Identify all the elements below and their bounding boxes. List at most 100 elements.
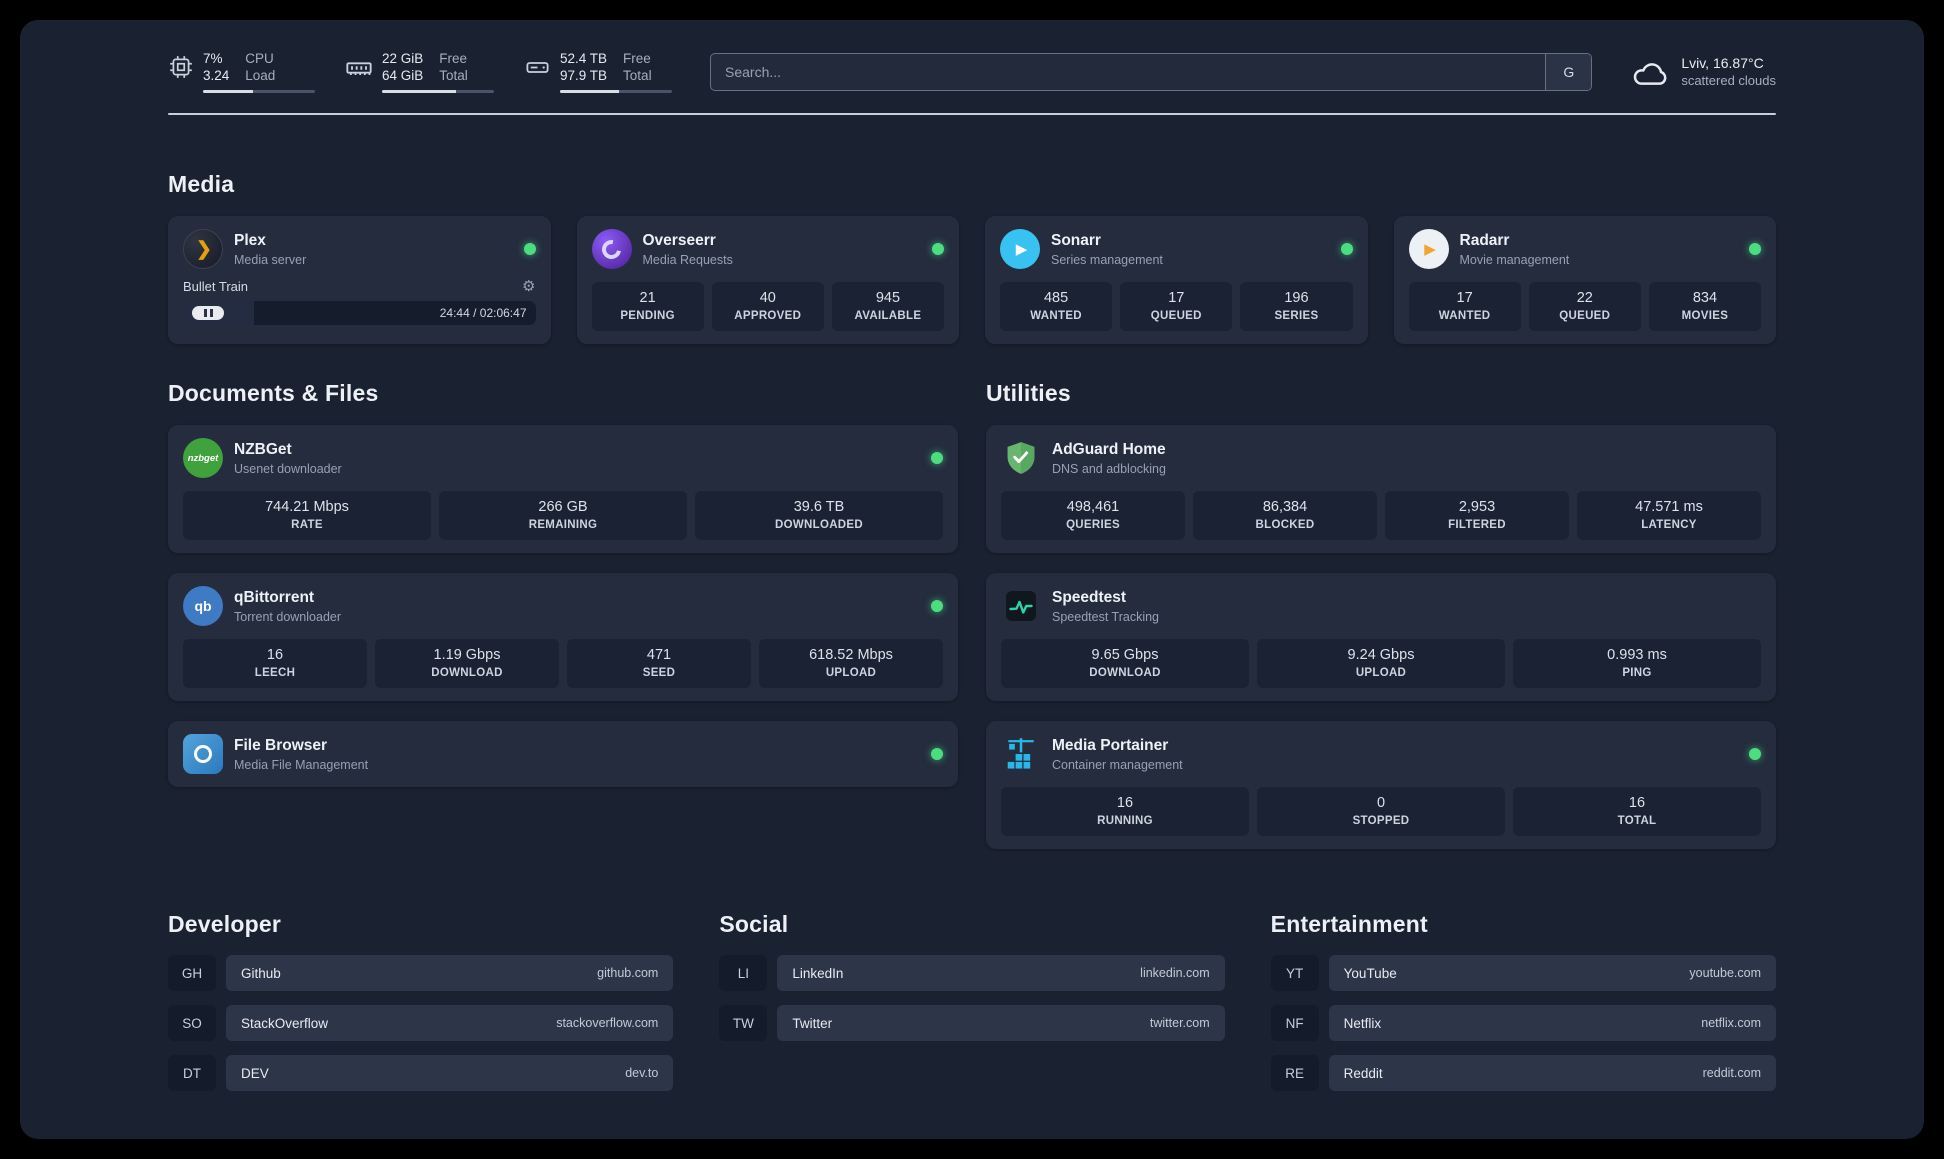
bookmark-twitter[interactable]: TW Twitter twitter.com <box>719 1005 1225 1041</box>
service-card-adguard[interactable]: AdGuard Home DNS and adblocking 498,461 … <box>986 425 1776 553</box>
disk-total-value: 97.9 TB <box>560 68 608 83</box>
stat-queries: 498,461 QUERIES <box>1001 491 1185 540</box>
speedtest-icon <box>1001 586 1041 626</box>
service-card-speedtest[interactable]: Speedtest Speedtest Tracking 9.65 Gbps D… <box>986 573 1776 701</box>
stat-pending: 21 PENDING <box>591 282 704 331</box>
service-card-qbittorrent[interactable]: qb qBittorrent Torrent downloader 16 LEE… <box>168 573 958 701</box>
search-bar: G <box>710 52 1593 91</box>
bookmark-group-developer: Developer GH Github github.com SO StackO… <box>168 911 674 1091</box>
stat-seed: 471 SEED <box>567 639 751 688</box>
stat-available: 945 AVAILABLE <box>831 282 945 331</box>
sonarr-icon: ▶ <box>1000 229 1040 269</box>
section-title-social: Social <box>719 911 789 937</box>
radarr-icon: ▶ <box>1408 229 1449 269</box>
bookmarks-area: Developer GH Github github.com SO StackO… <box>168 911 1776 1091</box>
disk-free-value: 52.4 TB <box>560 51 608 66</box>
status-dot <box>1749 748 1761 760</box>
service-name-nzbget: NZBGet <box>234 440 292 458</box>
cpu-progress-bar <box>203 90 315 93</box>
bookmark-stackoverflow[interactable]: SO StackOverflow stackoverflow.com <box>168 1005 674 1041</box>
stat-downloaded: 39.6 TB DOWNLOADED <box>695 491 943 540</box>
service-name-filebrowser: File Browser <box>234 736 328 754</box>
service-name-sonarr: Sonarr <box>1051 231 1101 249</box>
bookmark-reddit[interactable]: RE Reddit reddit.com <box>1270 1055 1776 1091</box>
now-playing-title: Bullet Train <box>183 279 249 294</box>
stat-remaining: 266 GB REMAINING <box>439 491 687 540</box>
playback-progress-bar[interactable]: 24:44 / 02:06:47 <box>183 301 536 325</box>
bookmark-youtube[interactable]: YT YouTube youtube.com <box>1270 955 1776 991</box>
stat-total: 16 TOTAL <box>1513 787 1761 836</box>
section-title-developer: Developer <box>168 911 282 937</box>
service-card-sonarr[interactable]: ▶ Sonarr Series management 485 WANTED 17… <box>985 216 1368 344</box>
service-name-adguard: AdGuard Home <box>1052 440 1166 458</box>
service-description-sonarr: Series management <box>1051 252 1163 267</box>
stat-upload: 618.52 Mbps UPLOAD <box>759 639 943 688</box>
service-card-overseerr[interactable]: Overseerr Media Requests 21 PENDING 40 A… <box>576 216 959 344</box>
disk-total-label: Total <box>623 68 652 83</box>
service-name-portainer: Media Portainer <box>1052 736 1169 754</box>
cpu-usage-value: 7% <box>203 51 223 66</box>
service-card-filebrowser[interactable]: File Browser Media File Management <box>168 721 958 787</box>
search-input[interactable] <box>710 52 1593 91</box>
section-title-media: Media <box>168 171 235 197</box>
service-card-plex[interactable]: ❯ Plex Media server Bullet Train ⚙ <box>168 216 551 344</box>
top-bar: 7% 3.24 CPU Load <box>168 50 1776 93</box>
stat-blocked: 86,384 BLOCKED <box>1193 491 1377 540</box>
adguard-icon <box>1001 438 1041 478</box>
status-dot <box>931 748 943 760</box>
service-description-adguard: DNS and adblocking <box>1052 461 1166 476</box>
bookmark-dev[interactable]: DT DEV dev.to <box>168 1055 674 1091</box>
status-dot <box>1749 243 1761 255</box>
weather-location: Lviv, 16.87°C <box>1681 55 1764 71</box>
nzbget-icon: nzbget <box>183 438 223 478</box>
stat-queued: 17 QUEUED <box>1120 282 1233 331</box>
stat-rate: 744.21 Mbps RATE <box>183 491 431 540</box>
status-dot <box>931 452 943 464</box>
cpu-load-value: 3.24 <box>203 68 230 83</box>
service-card-nzbget[interactable]: nzbget NZBGet Usenet downloader 744.21 M… <box>168 425 958 553</box>
service-name-overseerr: Overseerr <box>642 231 716 249</box>
section-title-entertainment: Entertainment <box>1270 911 1428 937</box>
bookmark-abbr: TW <box>719 1005 768 1041</box>
disk-progress-bar <box>560 90 672 93</box>
service-name-qbittorrent: qBittorrent <box>234 588 315 606</box>
disk-free-label: Free <box>623 51 651 66</box>
stat-ping: 0.993 ms PING <box>1513 639 1761 688</box>
portainer-icon <box>1001 734 1041 774</box>
bookmark-netflix[interactable]: NF Netflix netflix.com <box>1270 1005 1776 1041</box>
stat-running: 16 RUNNING <box>1001 787 1249 836</box>
plex-icon: ❯ <box>183 229 223 269</box>
gear-icon[interactable]: ⚙ <box>522 278 536 295</box>
plex-now-playing: Bullet Train ⚙ 24:44 / 02:06:47 <box>183 279 536 325</box>
disk-icon <box>524 54 551 81</box>
section-media: Media ❯ Plex Media server Bullet Train ⚙ <box>168 171 1776 344</box>
dashboard-page: 7% 3.24 CPU Load <box>20 20 1924 1139</box>
section-title-utilities: Utilities <box>986 380 1071 406</box>
service-description-plex: Media server <box>234 252 307 267</box>
stat-series: 196 SERIES <box>1240 282 1353 331</box>
service-description-speedtest: Speedtest Tracking <box>1052 609 1160 624</box>
status-dot <box>931 600 943 612</box>
cloud-icon <box>1630 56 1670 88</box>
section-documents: Documents & Files nzbget NZBGet Usenet d… <box>168 380 958 787</box>
resource-widgets: 7% 3.24 CPU Load <box>168 50 672 93</box>
stat-stopped: 0 STOPPED <box>1257 787 1505 836</box>
weather-widget: Lviv, 16.87°C scattered clouds <box>1630 55 1776 88</box>
service-name-speedtest: Speedtest <box>1052 588 1127 606</box>
search-provider-button[interactable]: G <box>1545 53 1592 90</box>
cpu-icon <box>168 54 194 80</box>
bookmark-abbr: DT <box>168 1055 216 1091</box>
memory-total-value: 64 GiB <box>382 68 424 83</box>
service-card-radarr[interactable]: ▶ Radarr Movie management 17 WANTED 22 Q… <box>1393 216 1776 344</box>
bookmark-abbr: YT <box>1270 955 1319 991</box>
service-card-portainer[interactable]: Media Portainer Container management 16 … <box>986 721 1776 849</box>
pause-button[interactable] <box>192 306 224 320</box>
bookmark-abbr: GH <box>168 955 216 991</box>
bookmark-github[interactable]: GH Github github.com <box>168 955 674 991</box>
cpu-load-label: Load <box>245 68 276 83</box>
bookmark-abbr: RE <box>1270 1055 1319 1091</box>
section-title-documents: Documents & Files <box>168 380 379 406</box>
bookmark-abbr: SO <box>168 1005 216 1041</box>
bookmark-linkedin[interactable]: LI LinkedIn linkedin.com <box>719 955 1225 991</box>
cpu-widget: 7% 3.24 CPU Load <box>168 50 315 93</box>
